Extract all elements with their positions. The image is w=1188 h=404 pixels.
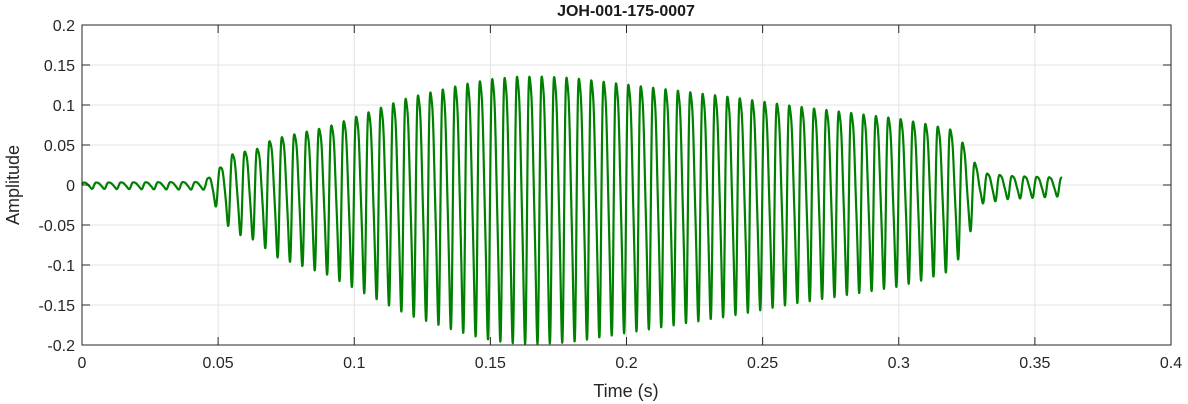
x-tick-label: 0 <box>78 355 87 372</box>
waveform-line <box>81 75 1063 345</box>
x-tick-label: 0.25 <box>747 355 778 372</box>
y-tick-label: 0.05 <box>44 138 75 155</box>
x-tick-label: 0.35 <box>1019 355 1050 372</box>
chart-title: JOH-001-175-0007 <box>557 3 695 20</box>
y-tick-label: -0.05 <box>39 218 76 235</box>
x-tick-label: 0.3 <box>888 355 910 372</box>
x-tick-label: 0.05 <box>203 355 234 372</box>
y-axis-label: Amplitude <box>3 145 23 225</box>
x-tick-label: 0.1 <box>343 355 365 372</box>
x-tick-label: 0.15 <box>475 355 506 372</box>
x-axis-label: Time (s) <box>593 381 658 401</box>
y-tick-label: 0.1 <box>53 98 75 115</box>
y-tick-label: 0.2 <box>53 18 75 35</box>
y-tick-label: -0.1 <box>47 258 75 275</box>
y-tick-label: -0.2 <box>47 338 75 355</box>
x-tick-label: 0.4 <box>1160 355 1182 372</box>
y-tick-label: 0 <box>66 178 75 195</box>
y-tick-labels: 0.2 0.15 0.1 0.05 0 -0.05 -0.1 -0.15 -0.2 <box>39 18 76 355</box>
y-tick-label: 0.15 <box>44 58 75 75</box>
y-tick-label: -0.15 <box>39 298 76 315</box>
x-tick-labels: 0 0.05 0.1 0.15 0.2 0.25 0.3 0.35 0.4 <box>78 355 1183 372</box>
series-group <box>81 75 1063 345</box>
tick-marks <box>81 24 1172 346</box>
x-tick-label: 0.2 <box>615 355 637 372</box>
